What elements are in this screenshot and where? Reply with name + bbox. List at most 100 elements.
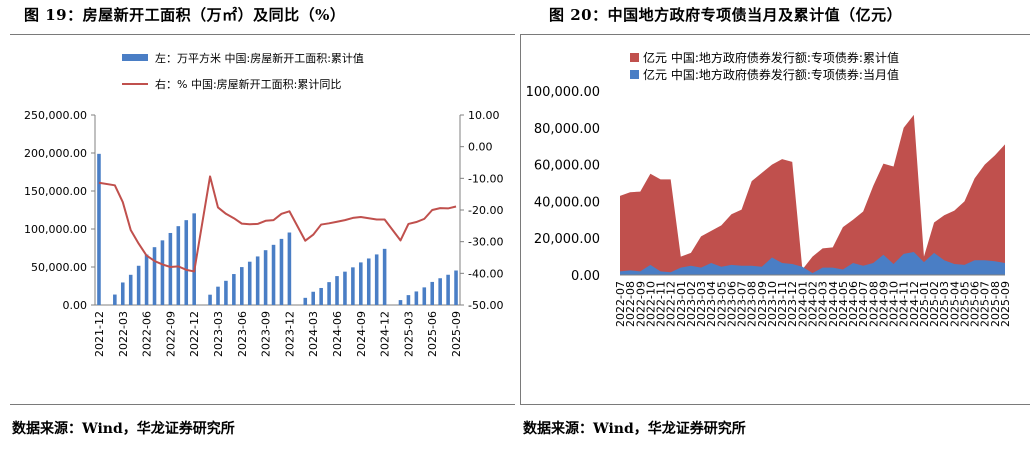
right-tick-label: 0.00	[468, 141, 493, 154]
x-tick-label: 2023-03	[695, 281, 708, 327]
bar	[160, 240, 165, 305]
panel-divider	[520, 34, 521, 405]
x-tick-label: 2025-03	[938, 281, 951, 327]
x-tick-label: 2023-10	[766, 281, 779, 327]
x-tick-label: 2024-12	[908, 281, 921, 327]
bar	[216, 286, 220, 305]
bar	[438, 278, 442, 305]
source-note: 数据来源：Wind，华龙证券研究所	[523, 421, 746, 437]
x-tick-label: 2024-11	[898, 281, 911, 327]
x-tick-label: 2025-09	[450, 311, 463, 357]
x-tick-label: 2025-01	[918, 281, 931, 327]
left-tick-label: 0.00	[63, 299, 88, 312]
bar	[382, 248, 387, 305]
bar	[136, 265, 141, 305]
bar	[208, 294, 212, 305]
legend-bar-label: 左：万平方米 中国:房屋新开工面积:累计值	[155, 51, 364, 65]
x-tick-label: 2022-07	[614, 281, 627, 327]
bar	[232, 274, 236, 305]
bar	[430, 281, 435, 305]
x-tick-label: 2024-02	[807, 281, 820, 327]
right-tick-label: -50.00	[468, 299, 503, 312]
legend-line-label: 右：% 中国:房屋新开工面积:累计同比	[155, 77, 341, 91]
x-tick-label: 2025-05	[958, 281, 971, 327]
bar	[263, 250, 268, 305]
y-tick-label: 100,000.00	[526, 85, 600, 100]
left-tick-label: 150,000.00	[24, 185, 87, 198]
top-rule	[521, 34, 1030, 35]
right-tick-label: 10.00	[468, 109, 500, 122]
x-tick-label: 2023-03	[212, 311, 225, 357]
bar	[240, 267, 244, 305]
x-tick-label: 2023-08	[746, 281, 759, 327]
right-tick-label: -30.00	[468, 236, 503, 249]
x-tick-label: 2022-09	[634, 281, 647, 327]
right-panel: 图 20：中国地方政府专项债当月及累计值（亿元） 0.00 20,000.00 40…	[515, 0, 1030, 449]
x-tick-label: 2022-08	[624, 281, 637, 327]
legend-monthly-swatch	[630, 70, 639, 79]
bar	[97, 153, 101, 305]
bar	[351, 267, 355, 305]
bar	[343, 271, 347, 305]
x-tick-label: 2024-05	[837, 281, 850, 327]
bar	[184, 220, 189, 305]
bar	[255, 256, 260, 305]
bottom-rule	[521, 404, 1030, 405]
bar	[398, 300, 403, 305]
x-tick-label: 2022-12	[665, 281, 678, 327]
left-tick-label: 250,000.00	[24, 109, 87, 122]
y-tick-label: 20,000.00	[534, 232, 600, 247]
x-tick-label: 2023-02	[685, 281, 698, 327]
x-tick-label: 2024-06	[847, 281, 860, 327]
x-tick-label: 2024-09	[877, 281, 890, 327]
x-tick-label: 2025-09	[999, 281, 1012, 327]
left-tick-label: 50,000.00	[31, 261, 87, 274]
bar	[128, 274, 133, 305]
y-tick-label: 40,000.00	[534, 195, 600, 210]
bar	[113, 294, 117, 305]
bottom-rule	[10, 404, 515, 405]
x-tick-label: 2025-06	[969, 281, 982, 327]
y-tick-label: 80,000.00	[534, 122, 600, 137]
x-tick-label: 2025-07	[979, 281, 992, 327]
x-tick-label: 2023-06	[725, 281, 738, 327]
chart1-bar-series	[97, 153, 458, 305]
chart2-area-series	[620, 114, 1005, 275]
y-tick-label: 0.00	[571, 269, 600, 284]
chart1-line-series	[98, 175, 457, 273]
left-tick-label: 100,000.00	[24, 223, 87, 236]
bar	[152, 247, 157, 305]
right-tick-label: -10.00	[468, 172, 503, 185]
bar	[303, 297, 308, 305]
x-tick-label: 2024-08	[867, 281, 880, 327]
legend-cumulative-label: 亿元 中国:地方政府债券发行额:专项债券:累计值	[643, 50, 899, 65]
chart1-legend: 左：万平方米 中国:房屋新开工面积:累计值 右：% 中国:房屋新开工面积:累计同…	[122, 51, 364, 91]
cumulative-area	[620, 114, 1005, 275]
x-tick-label: 2025-06	[426, 311, 439, 357]
x-tick-label: 2023-12	[786, 281, 799, 327]
bar	[366, 258, 371, 305]
bar	[192, 213, 196, 305]
bar	[414, 291, 419, 305]
bar	[247, 261, 252, 305]
top-rule	[10, 34, 515, 35]
bar	[168, 232, 173, 305]
left-tick-label: 200,000.00	[24, 147, 87, 160]
right-tick-label: -20.00	[468, 204, 503, 217]
x-tick-label: 2024-03	[307, 311, 320, 357]
bar	[446, 274, 450, 305]
x-tick-label: 2024-12	[379, 311, 392, 357]
monthly-area	[620, 252, 1005, 275]
x-tick-label: 2024-10	[888, 281, 901, 327]
bar	[279, 238, 284, 305]
chart1-axes: 0.00 50,000.00 100,000.00 150,000.00 200,000…	[24, 109, 503, 357]
x-tick-label: 2022-03	[117, 311, 130, 357]
yoy-line	[98, 175, 457, 273]
legend-bar-swatch	[122, 54, 148, 61]
x-tick-label: 2022-11	[655, 281, 668, 327]
x-tick-label: 2024-07	[857, 281, 870, 327]
x-tick-label: 2023-07	[736, 281, 749, 327]
legend-cumulative-swatch	[630, 53, 639, 62]
bar	[359, 262, 363, 305]
y-tick-label: 60,000.00	[534, 159, 600, 174]
